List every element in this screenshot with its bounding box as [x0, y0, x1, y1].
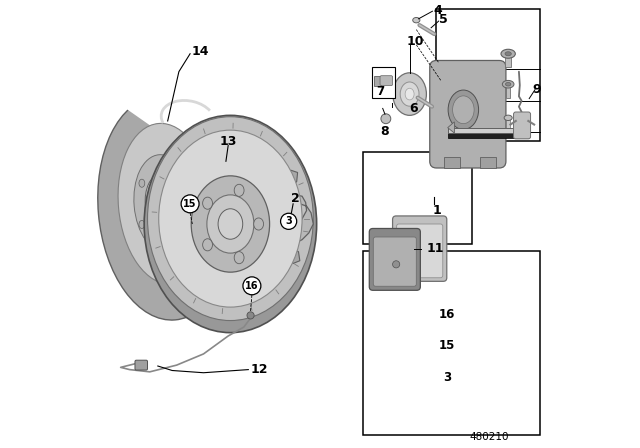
FancyBboxPatch shape	[397, 224, 443, 278]
Ellipse shape	[203, 197, 212, 209]
Bar	[362, 251, 540, 435]
Text: 14: 14	[191, 45, 209, 58]
Text: 6: 6	[409, 102, 417, 115]
Text: 3: 3	[443, 370, 451, 384]
Polygon shape	[448, 133, 529, 138]
Circle shape	[243, 277, 261, 295]
Ellipse shape	[501, 49, 515, 58]
Bar	[436, 9, 540, 141]
Ellipse shape	[203, 239, 212, 251]
Ellipse shape	[139, 179, 145, 187]
Bar	[362, 152, 472, 244]
Text: 12: 12	[251, 363, 268, 376]
FancyBboxPatch shape	[380, 76, 392, 86]
Text: 10: 10	[406, 34, 424, 48]
FancyBboxPatch shape	[513, 112, 531, 139]
Ellipse shape	[98, 97, 233, 320]
Ellipse shape	[502, 81, 514, 88]
Polygon shape	[448, 122, 454, 133]
Ellipse shape	[159, 130, 302, 307]
Ellipse shape	[144, 116, 317, 332]
Ellipse shape	[134, 155, 193, 253]
Ellipse shape	[182, 179, 188, 187]
Ellipse shape	[448, 90, 479, 129]
Ellipse shape	[405, 88, 414, 100]
Bar	[480, 157, 496, 168]
Bar	[506, 118, 510, 134]
Circle shape	[181, 195, 199, 213]
Ellipse shape	[506, 82, 511, 86]
Text: 8: 8	[380, 125, 389, 138]
Ellipse shape	[413, 17, 420, 23]
Ellipse shape	[393, 73, 426, 116]
Ellipse shape	[148, 117, 314, 321]
Ellipse shape	[452, 96, 474, 124]
Wedge shape	[109, 60, 264, 168]
Ellipse shape	[118, 123, 213, 284]
Text: 15: 15	[438, 339, 455, 353]
FancyBboxPatch shape	[392, 216, 447, 281]
Ellipse shape	[218, 209, 243, 239]
Text: 11: 11	[427, 242, 444, 255]
Circle shape	[392, 261, 400, 268]
Circle shape	[247, 312, 254, 319]
Text: 15: 15	[183, 199, 197, 209]
Text: 7: 7	[376, 85, 384, 99]
Polygon shape	[284, 242, 300, 263]
Bar	[372, 67, 395, 98]
Text: 16: 16	[245, 281, 259, 291]
Circle shape	[381, 114, 391, 124]
FancyBboxPatch shape	[374, 76, 381, 86]
Polygon shape	[282, 170, 298, 193]
Ellipse shape	[505, 52, 511, 56]
Bar	[444, 157, 460, 168]
Polygon shape	[281, 193, 314, 244]
Bar	[506, 84, 511, 98]
Ellipse shape	[234, 184, 244, 196]
Ellipse shape	[400, 82, 419, 106]
Text: 3: 3	[285, 216, 292, 226]
Ellipse shape	[145, 174, 181, 234]
Text: 2: 2	[291, 191, 300, 205]
Ellipse shape	[182, 220, 188, 228]
Text: 9: 9	[532, 83, 541, 96]
FancyBboxPatch shape	[135, 360, 148, 370]
Text: 480210: 480210	[470, 432, 509, 442]
Ellipse shape	[207, 195, 254, 253]
Polygon shape	[448, 128, 529, 133]
FancyBboxPatch shape	[430, 60, 506, 168]
Text: 13: 13	[220, 134, 237, 148]
Text: 16: 16	[438, 308, 455, 321]
FancyBboxPatch shape	[369, 228, 420, 290]
Ellipse shape	[191, 176, 269, 272]
Ellipse shape	[139, 220, 145, 228]
FancyBboxPatch shape	[373, 237, 417, 286]
Ellipse shape	[160, 159, 166, 167]
Ellipse shape	[504, 115, 512, 121]
Ellipse shape	[253, 218, 264, 230]
Ellipse shape	[234, 252, 244, 264]
Text: 1: 1	[432, 204, 441, 217]
Circle shape	[280, 213, 297, 229]
Bar	[506, 54, 511, 67]
Ellipse shape	[160, 241, 166, 249]
Text: 5: 5	[439, 13, 448, 26]
Text: 4: 4	[433, 4, 442, 17]
